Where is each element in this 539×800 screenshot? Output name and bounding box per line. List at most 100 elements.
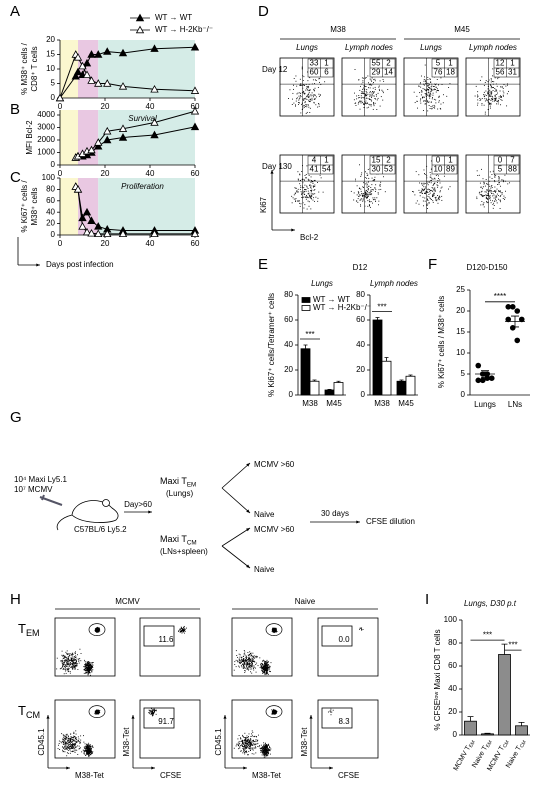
event bbox=[253, 660, 255, 662]
event bbox=[267, 750, 269, 752]
data-point bbox=[94, 141, 103, 150]
event bbox=[89, 747, 91, 749]
event bbox=[267, 666, 269, 668]
event bbox=[302, 80, 304, 82]
event bbox=[296, 190, 297, 192]
event bbox=[74, 747, 76, 749]
event bbox=[89, 749, 91, 751]
event bbox=[424, 200, 426, 202]
arrow-head bbox=[148, 510, 152, 514]
event bbox=[237, 742, 239, 744]
event bbox=[424, 103, 426, 105]
tissue-title: Lymph nodes bbox=[345, 43, 393, 52]
event bbox=[75, 733, 77, 735]
event bbox=[243, 661, 245, 663]
event bbox=[487, 193, 489, 194]
event bbox=[183, 632, 185, 634]
event bbox=[498, 96, 500, 98]
event bbox=[86, 751, 88, 753]
event bbox=[75, 749, 77, 751]
event bbox=[69, 664, 71, 666]
event bbox=[71, 746, 73, 748]
event bbox=[255, 655, 257, 657]
event bbox=[297, 191, 299, 193]
event bbox=[266, 664, 267, 666]
bar bbox=[481, 733, 494, 736]
event bbox=[291, 104, 293, 105]
event bbox=[380, 181, 382, 183]
event bbox=[97, 712, 99, 714]
event bbox=[242, 742, 244, 744]
event bbox=[423, 96, 425, 98]
arrow bbox=[221, 527, 251, 547]
event bbox=[246, 750, 247, 752]
event bbox=[377, 193, 379, 195]
event bbox=[265, 660, 267, 662]
event bbox=[244, 750, 245, 752]
event bbox=[310, 192, 312, 194]
event bbox=[239, 747, 241, 749]
event bbox=[425, 93, 427, 95]
event bbox=[425, 98, 427, 100]
event bbox=[259, 747, 261, 749]
flow-plot bbox=[139, 617, 201, 677]
event bbox=[303, 190, 305, 192]
arrow-head bbox=[270, 170, 274, 174]
event bbox=[84, 743, 86, 745]
data-point bbox=[78, 61, 87, 70]
y-tick-label: 40 bbox=[448, 684, 457, 693]
event bbox=[432, 193, 434, 195]
event bbox=[489, 95, 491, 97]
event bbox=[367, 192, 369, 194]
event bbox=[184, 630, 186, 632]
event bbox=[275, 712, 277, 714]
diagram-text: Maxi TCM bbox=[160, 534, 197, 546]
event bbox=[262, 750, 264, 752]
event bbox=[488, 104, 490, 105]
event bbox=[301, 109, 303, 110]
event bbox=[421, 189, 423, 190]
event bbox=[152, 709, 154, 711]
event bbox=[440, 103, 442, 105]
event bbox=[479, 79, 481, 81]
event bbox=[481, 195, 483, 197]
event bbox=[487, 99, 489, 101]
event bbox=[308, 205, 310, 207]
event bbox=[83, 751, 85, 753]
event bbox=[260, 751, 262, 753]
event bbox=[73, 656, 75, 657]
event bbox=[253, 740, 254, 742]
event bbox=[246, 739, 248, 741]
event bbox=[252, 736, 254, 738]
event bbox=[425, 81, 427, 82]
event bbox=[362, 199, 364, 201]
event bbox=[73, 744, 75, 746]
event bbox=[492, 195, 494, 197]
event bbox=[421, 91, 423, 93]
data-point bbox=[82, 227, 92, 236]
event bbox=[63, 662, 65, 664]
y-axis-label: % M38⁺ cells / bbox=[20, 42, 29, 95]
event bbox=[67, 740, 69, 742]
event bbox=[271, 629, 273, 631]
event bbox=[415, 202, 417, 204]
event bbox=[68, 744, 70, 746]
event bbox=[421, 183, 423, 185]
event bbox=[318, 102, 320, 104]
event bbox=[265, 752, 267, 753]
condition-title: MCMV bbox=[115, 597, 140, 606]
event bbox=[96, 628, 98, 630]
event bbox=[272, 629, 274, 631]
panel-label: H bbox=[10, 591, 21, 608]
event bbox=[264, 663, 266, 665]
event bbox=[62, 741, 63, 743]
event bbox=[70, 660, 72, 662]
event bbox=[430, 168, 432, 170]
event bbox=[489, 196, 491, 197]
event bbox=[91, 752, 93, 754]
event bbox=[243, 664, 244, 666]
event bbox=[89, 663, 90, 665]
event bbox=[272, 628, 274, 630]
event bbox=[311, 99, 313, 101]
event bbox=[320, 83, 322, 85]
